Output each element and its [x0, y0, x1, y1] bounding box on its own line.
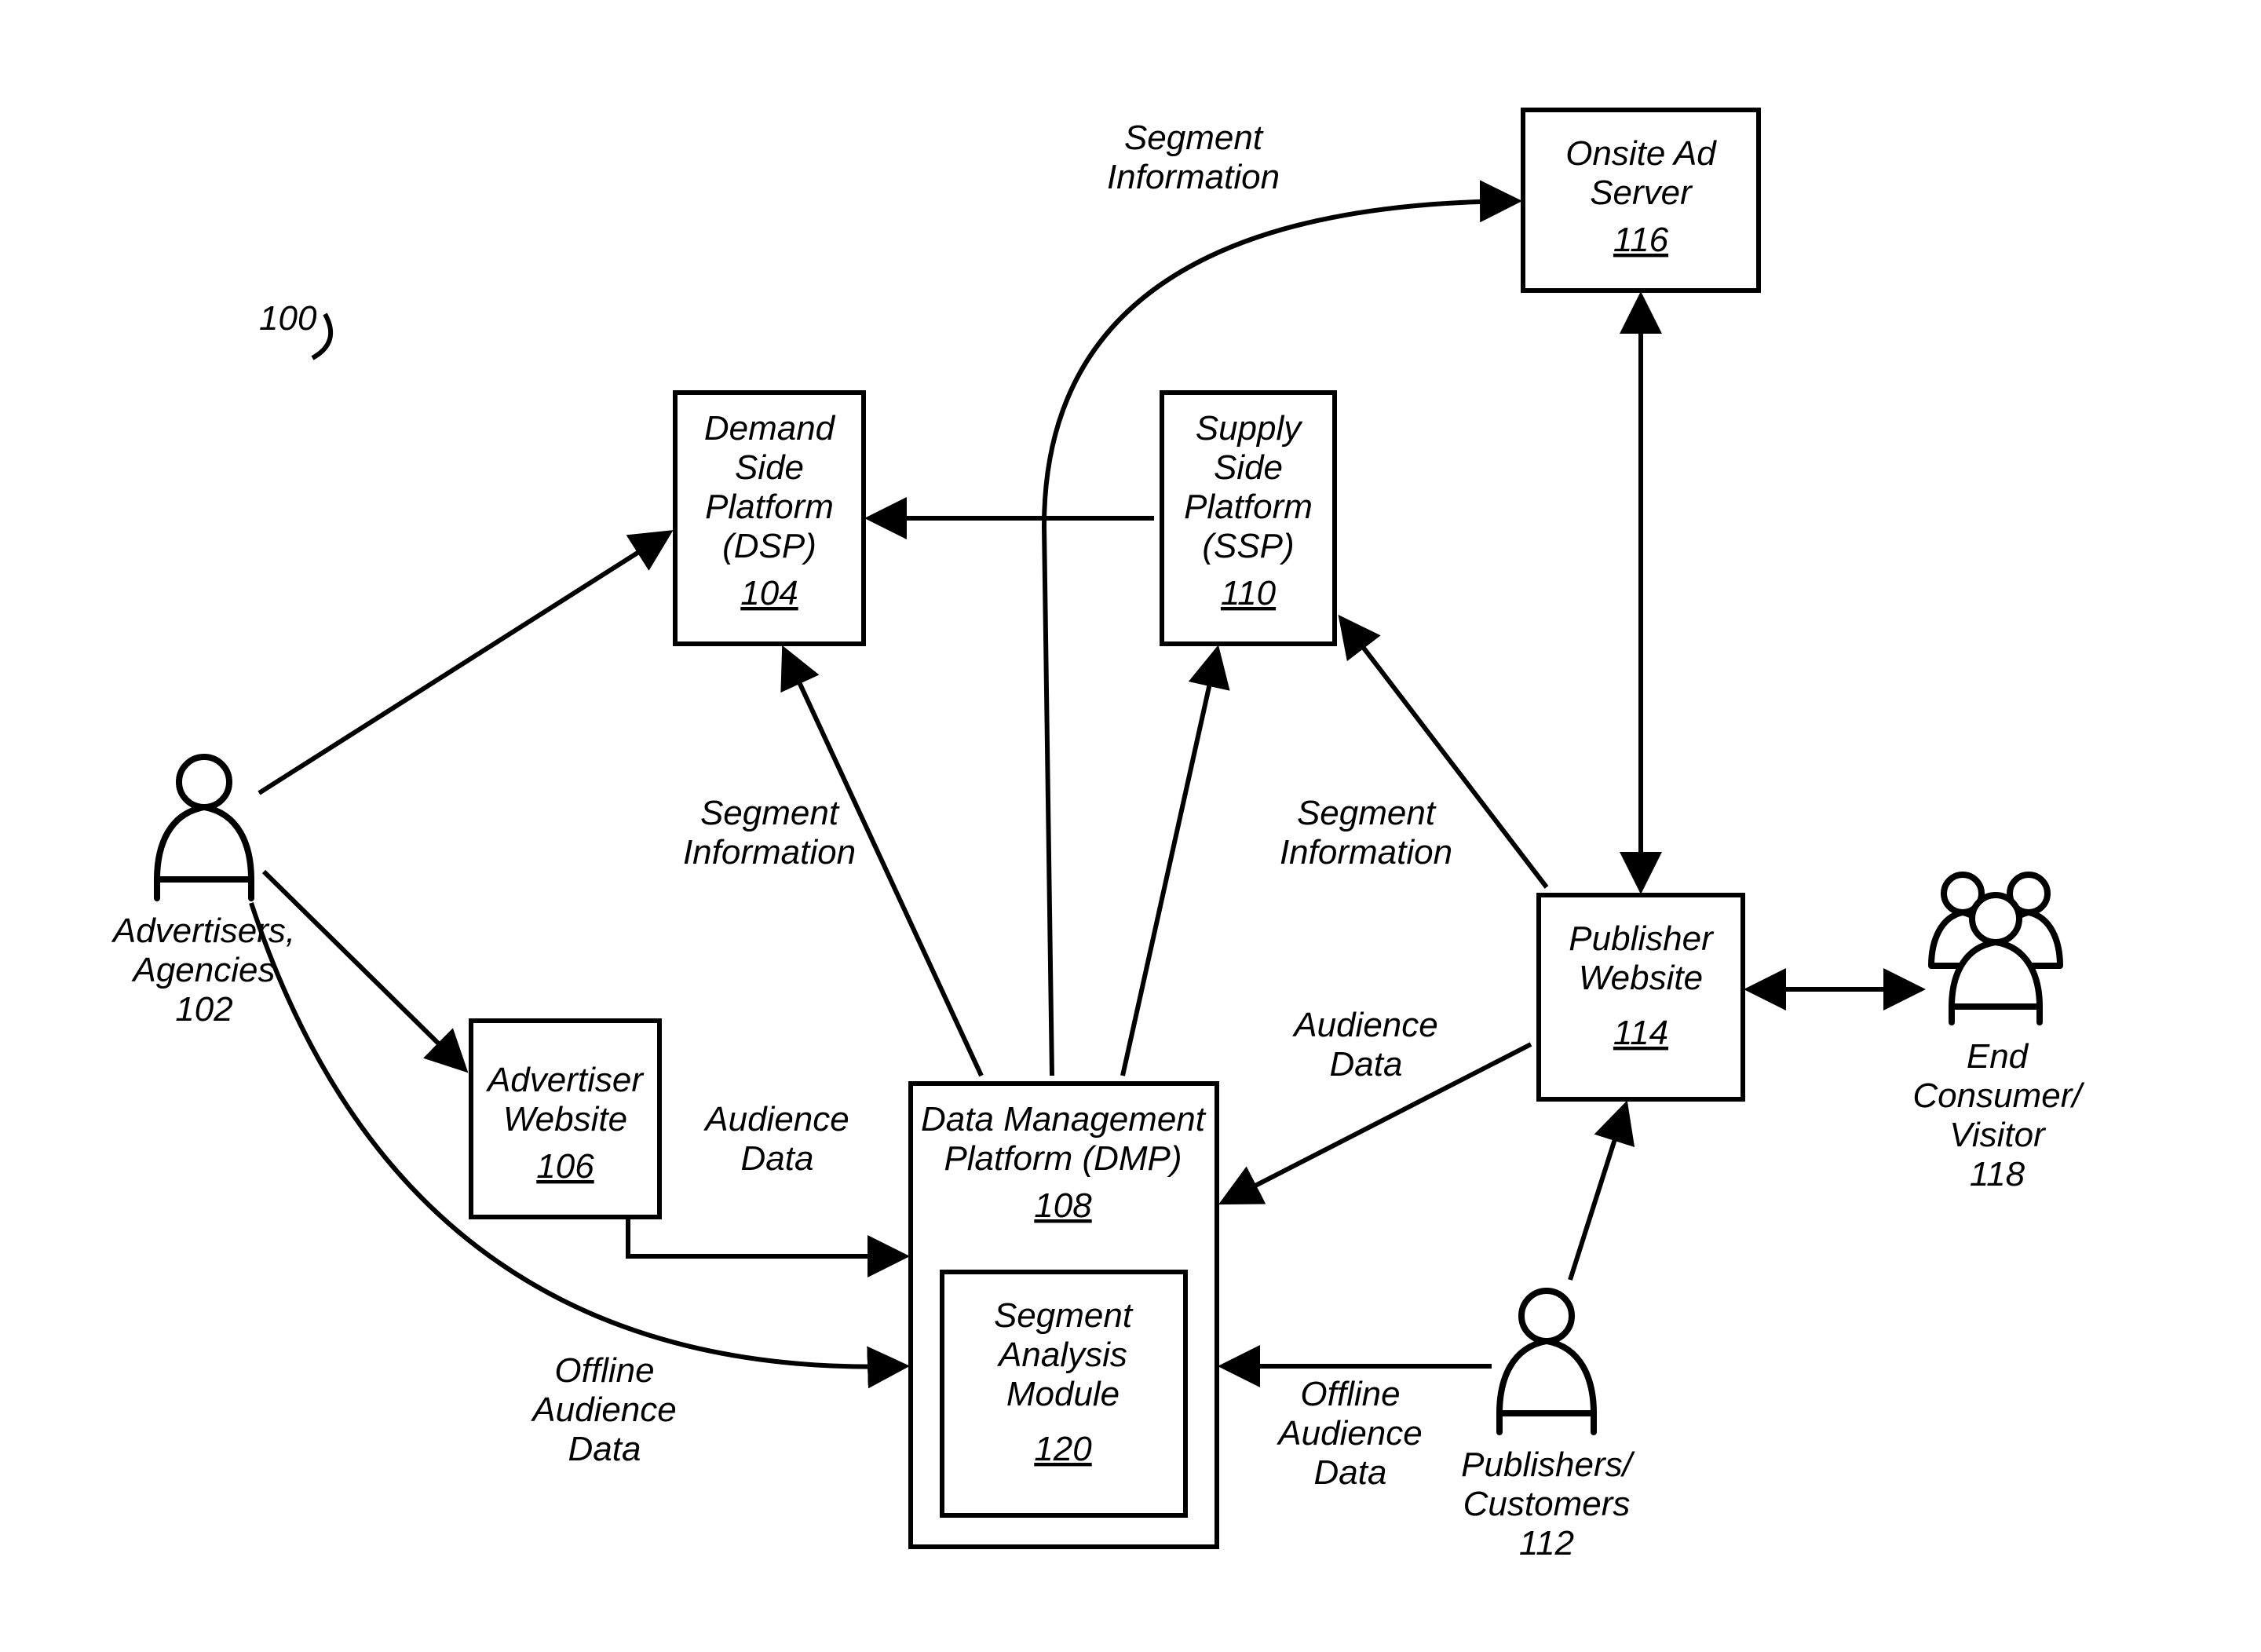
- figure-ref: 100: [259, 299, 331, 358]
- svg-text:104: 104: [740, 574, 798, 612]
- svg-text:Segment: Segment: [1297, 794, 1437, 832]
- svg-text:Offline: Offline: [554, 1351, 654, 1390]
- svg-text:Website: Website: [503, 1100, 627, 1138]
- svg-text:118: 118: [1970, 1155, 2025, 1193]
- svg-text:Analysis: Analysis: [996, 1336, 1127, 1374]
- svg-text:Platform: Platform: [705, 488, 834, 526]
- svg-text:Side: Side: [735, 448, 804, 487]
- svg-text:Visitor: Visitor: [1949, 1116, 2047, 1154]
- svg-text:End: End: [1967, 1037, 2029, 1076]
- svg-text:Information: Information: [1280, 833, 1452, 872]
- actor-advertisers: Advertisers, Agencies 102: [111, 757, 295, 1029]
- svg-text:Audience: Audience: [1276, 1414, 1422, 1453]
- svg-text:102: 102: [175, 990, 232, 1029]
- node-dsp: Demand Side Platform (DSP) 104: [675, 393, 864, 644]
- svg-text:Segment: Segment: [994, 1296, 1134, 1335]
- svg-text:Publisher: Publisher: [1569, 919, 1715, 958]
- svg-text:Customers: Customers: [1463, 1485, 1631, 1523]
- node-dmp: Data Management Platform (DMP) 108 Segme…: [911, 1084, 1217, 1547]
- svg-text:112: 112: [1519, 1524, 1574, 1562]
- node-publisher-website: Publisher Website 114: [1539, 895, 1743, 1099]
- edge-dmp-ssp: [1123, 652, 1217, 1076]
- svg-text:Advertiser: Advertiser: [485, 1061, 645, 1099]
- node-ssp: Supply Side Platform (SSP) 110: [1162, 393, 1335, 644]
- svg-text:100: 100: [259, 299, 317, 338]
- edge-adv-dsp: [259, 534, 667, 793]
- svg-text:Platform: Platform: [1184, 488, 1313, 526]
- node-onsite-ad-server: Onsite Ad Server 116: [1523, 110, 1759, 291]
- svg-text:Platform (DMP): Platform (DMP): [944, 1139, 1182, 1178]
- svg-text:Offline: Offline: [1300, 1375, 1400, 1413]
- system-diagram: 100 Demand Side Platform (DSP) 104 Suppl…: [0, 0, 2261, 1652]
- svg-text:Data: Data: [1314, 1453, 1387, 1492]
- svg-text:Server: Server: [1590, 174, 1693, 212]
- svg-text:Information: Information: [1107, 158, 1280, 196]
- svg-text:(DSP): (DSP): [722, 527, 816, 565]
- actor-end-consumer: End Consumer/ Visitor 118: [1912, 875, 2084, 1193]
- edge-advsite-dmp: [628, 1217, 903, 1256]
- edge-adv-website: [264, 872, 463, 1068]
- svg-text:(SSP): (SSP): [1202, 527, 1294, 565]
- svg-text:Audience: Audience: [1291, 1006, 1437, 1044]
- svg-text:106: 106: [536, 1147, 594, 1186]
- svg-text:Agencies: Agencies: [130, 951, 275, 989]
- svg-text:Audience: Audience: [703, 1100, 849, 1138]
- edge-publishers-site: [1570, 1107, 1625, 1280]
- svg-text:Consumer/: Consumer/: [1912, 1076, 2084, 1115]
- svg-text:Audience: Audience: [530, 1391, 676, 1429]
- svg-text:114: 114: [1613, 1014, 1668, 1052]
- svg-text:Data: Data: [741, 1139, 814, 1178]
- actor-publishers: Publishers/ Customers 112: [1461, 1291, 1635, 1562]
- node-advertiser-website: Advertiser Website 106: [471, 1021, 659, 1217]
- svg-text:Information: Information: [683, 833, 856, 872]
- svg-text:Data: Data: [1330, 1045, 1403, 1084]
- svg-text:Publishers/: Publishers/: [1461, 1446, 1635, 1484]
- svg-text:120: 120: [1034, 1430, 1092, 1468]
- svg-text:Segment: Segment: [700, 794, 840, 832]
- svg-text:Supply: Supply: [1196, 409, 1304, 448]
- svg-text:Side: Side: [1214, 448, 1283, 487]
- svg-text:Module: Module: [1006, 1375, 1120, 1413]
- svg-text:Website: Website: [1579, 959, 1703, 997]
- svg-text:Data Management: Data Management: [921, 1100, 1207, 1138]
- svg-text:Demand: Demand: [704, 409, 836, 448]
- svg-text:116: 116: [1613, 221, 1669, 259]
- svg-text:110: 110: [1221, 574, 1277, 612]
- svg-text:Data: Data: [568, 1430, 641, 1468]
- svg-text:Onsite Ad: Onsite Ad: [1565, 134, 1717, 173]
- svg-text:Segment: Segment: [1124, 119, 1264, 157]
- svg-text:108: 108: [1034, 1186, 1092, 1225]
